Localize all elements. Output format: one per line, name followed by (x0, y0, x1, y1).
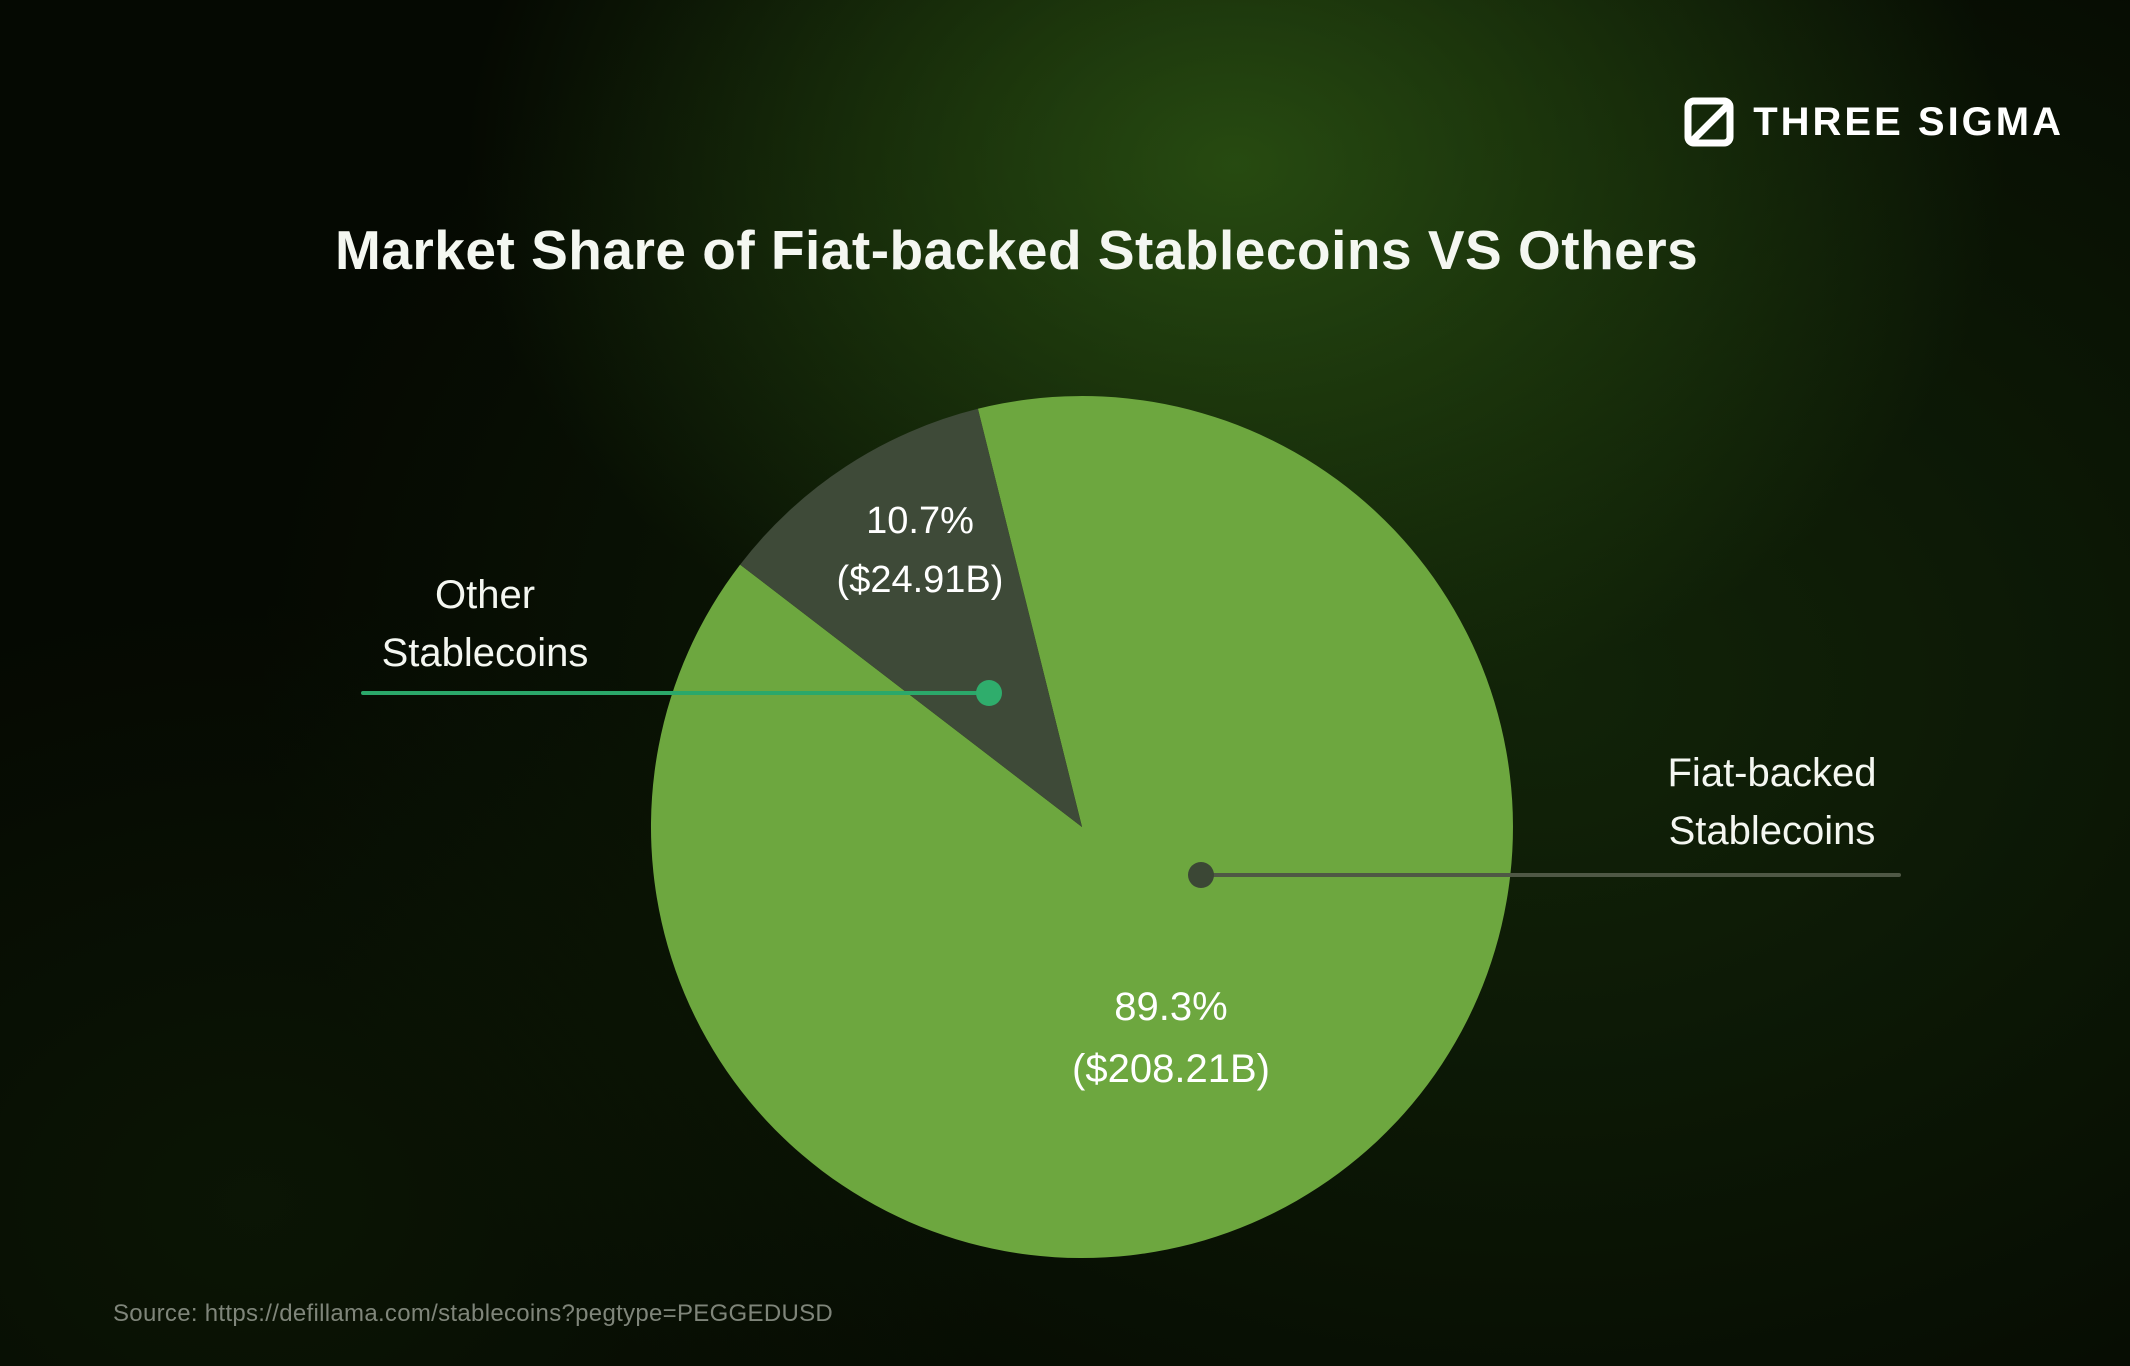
callout-other-line1: Other (434, 573, 536, 617)
fiat-percent: 89.3% (1114, 985, 1228, 1029)
fiat-amount: ($208.21B) (1072, 1047, 1270, 1091)
callout-line-other (361, 691, 989, 695)
callout-line-fiat (1201, 873, 1901, 877)
other-percent: 10.7% (866, 500, 974, 542)
pie-slice-0 (650, 396, 1513, 1259)
callout-label-fiat: Fiat-backed Stablecoins (1572, 744, 1972, 860)
callout-fiat-line1: Fiat-backed (1667, 751, 1877, 795)
pie-slice-1 (740, 408, 1082, 827)
brand-name: THREE SIGMA (1753, 99, 2064, 144)
brand-logo: THREE SIGMA (1683, 96, 2064, 148)
three-sigma-logo-icon (1683, 96, 1735, 148)
slice-label-other: 10.7% ($24.91B) (770, 492, 1070, 610)
callout-dot-other (976, 680, 1002, 706)
callout-dot-fiat (1188, 862, 1214, 888)
other-amount: ($24.91B) (836, 558, 1004, 601)
callout-fiat-line2: Stablecoins (1668, 809, 1876, 853)
chart-title: Market Share of Fiat-backed Stablecoins … (335, 219, 1699, 281)
source-text: Source: https://defillama.com/stablecoin… (113, 1300, 834, 1327)
slice-label-fiat: 89.3% ($208.21B) (1021, 976, 1321, 1100)
callout-label-other: Other Stablecoins (305, 566, 665, 682)
callout-other-line2: Stablecoins (381, 631, 589, 675)
